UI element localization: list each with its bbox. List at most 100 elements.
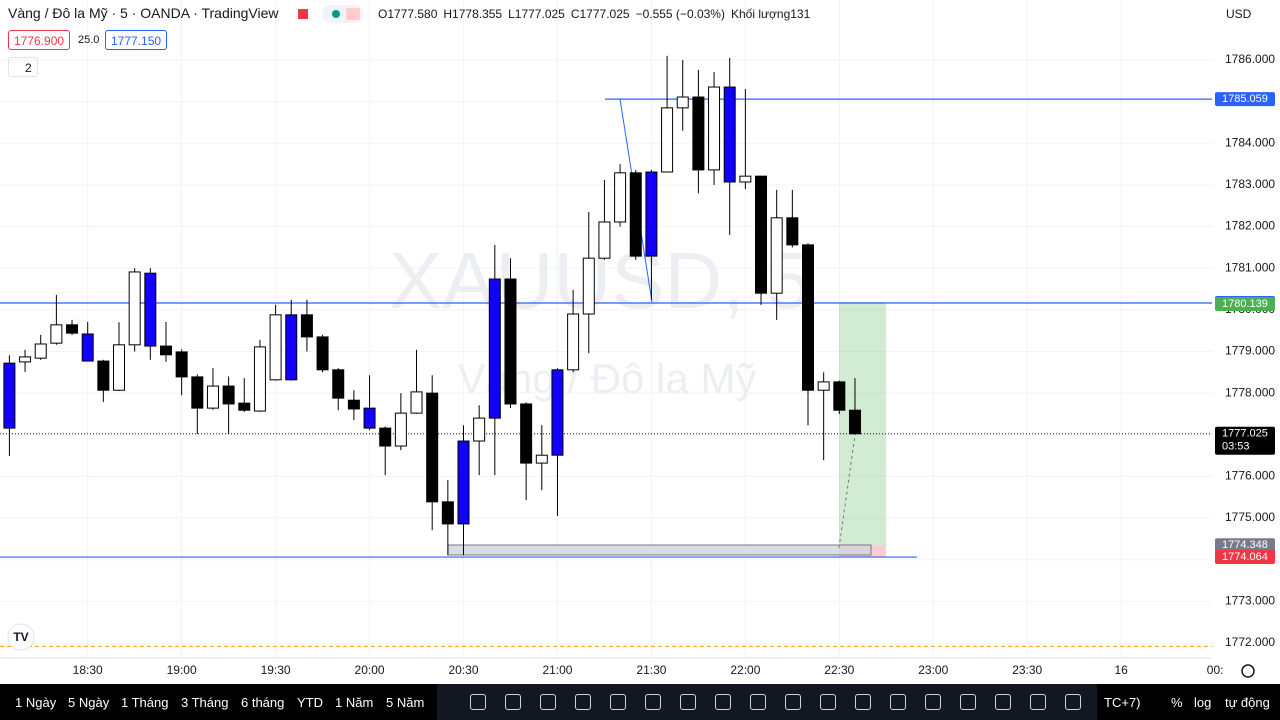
countdown: 03:53	[1222, 441, 1250, 453]
sell-button[interactable]: 1776.900	[8, 30, 71, 50]
buy-button[interactable]: 1777.150	[105, 30, 168, 50]
candle-body	[285, 314, 298, 381]
candle-body	[426, 392, 439, 503]
candle-body	[833, 381, 846, 411]
candle-body	[394, 412, 407, 447]
range-button[interactable]: 1 Năm	[335, 695, 374, 710]
candle-body	[473, 417, 486, 442]
tool-icon[interactable]	[750, 694, 766, 710]
candle-body	[848, 409, 861, 435]
x-tick-label: 20:30	[448, 663, 478, 677]
settings-icon[interactable]	[1241, 664, 1255, 678]
y-tick-label: 1784.000	[1225, 135, 1275, 149]
tool-icon[interactable]	[960, 694, 976, 710]
candle-body	[34, 343, 47, 359]
range-button[interactable]: 5 Ngày	[68, 695, 110, 710]
percent-toggle[interactable]: %	[1171, 695, 1183, 710]
price-label-box	[1215, 92, 1275, 107]
candle-body	[692, 96, 705, 171]
tool-icon[interactable]	[1030, 694, 1046, 710]
ohlc-item: C1777.025	[570, 7, 630, 21]
tool-icon[interactable]	[505, 694, 521, 710]
candle-body	[567, 313, 580, 371]
tool-icon[interactable]	[925, 694, 941, 710]
candle-body	[66, 324, 79, 334]
range-button[interactable]: 1 Tháng	[121, 695, 169, 710]
flag-icon[interactable]	[298, 9, 308, 19]
y-tick-label: 1781.000	[1225, 260, 1275, 274]
y-tick-label: 1778.000	[1225, 385, 1275, 399]
y-tick-label: 1779.000	[1225, 344, 1275, 358]
projection-line	[838, 434, 856, 549]
candle-body	[222, 385, 235, 405]
x-tick-label: 23:00	[918, 663, 948, 677]
candle-body	[144, 272, 157, 347]
candle-body	[19, 356, 32, 363]
svg-text:TV: TV	[13, 630, 28, 644]
y-tick-label: 1775.000	[1225, 510, 1275, 524]
tool-icon[interactable]	[680, 694, 696, 710]
candle-body	[457, 440, 470, 525]
auto-toggle[interactable]: tự động	[1225, 695, 1270, 710]
candle-body	[253, 346, 266, 412]
candle-body	[739, 175, 752, 183]
bottom-toolbar: TC+7) % log tự động 1 Ngày 5 Ngày 1 Tháng 3…	[0, 684, 1280, 720]
tool-icon[interactable]	[715, 694, 731, 710]
candle-body	[159, 345, 172, 356]
y-tick-label: 1773.000	[1225, 594, 1275, 608]
currency[interactable]: USD	[1226, 7, 1252, 21]
candle-body	[332, 369, 345, 399]
ohlc-item: −0.555 (−0.03%)	[635, 7, 725, 21]
position-profit	[839, 302, 886, 545]
candle-body	[504, 278, 517, 405]
indicators-toggle[interactable]: 2	[8, 57, 38, 77]
price-label-box	[1215, 538, 1275, 553]
y-tick-label: 1782.000	[1225, 219, 1275, 233]
watermark-name: Vàng / Đô la Mỹ	[458, 355, 757, 402]
candle-body	[614, 172, 627, 223]
tool-icon[interactable]	[470, 694, 486, 710]
tool-icon[interactable]	[855, 694, 871, 710]
range-button[interactable]: YTD	[297, 695, 323, 710]
tool-icon[interactable]	[540, 694, 556, 710]
range-button[interactable]: 1 Ngày	[15, 695, 57, 710]
candle-body	[645, 171, 658, 257]
log-toggle[interactable]: log	[1194, 695, 1212, 710]
candle-body	[238, 402, 251, 411]
tool-icon[interactable]	[785, 694, 801, 710]
candle-body	[347, 399, 360, 410]
price-label-box	[1215, 550, 1275, 565]
candle-body	[379, 427, 392, 447]
range-button[interactable]: 3 Tháng	[181, 695, 229, 710]
tool-icon[interactable]	[995, 694, 1011, 710]
x-tick-label: 21:00	[542, 663, 572, 677]
timezone[interactable]: TC+7)	[1104, 695, 1141, 710]
x-tick-label: 22:00	[730, 663, 760, 677]
range-button[interactable]: 6 tháng	[241, 695, 285, 710]
ohlc-item: O1777.580	[378, 7, 438, 21]
x-tick-label: 00:	[1207, 663, 1224, 677]
tool-icon[interactable]	[610, 694, 626, 710]
candle-body	[206, 385, 219, 409]
tool-icon[interactable]	[1065, 694, 1081, 710]
x-tick-label: 19:00	[167, 663, 197, 677]
spread: 25.0	[78, 34, 100, 46]
candle-body	[128, 271, 141, 346]
candle-body	[3, 362, 16, 429]
status-pill[interactable]	[322, 5, 364, 23]
x-tick-label: 19:30	[261, 663, 291, 677]
candle-body	[113, 344, 126, 391]
tool-icon[interactable]	[890, 694, 906, 710]
chart: XAUUSD, 5 Vàng / Đô la Mỹ 1772.0001773.0…	[0, 0, 1276, 678]
tool-icon[interactable]	[575, 694, 591, 710]
tool-icon[interactable]	[820, 694, 836, 710]
price-label-box	[1215, 297, 1275, 312]
candle-body	[817, 381, 830, 391]
tool-icon[interactable]	[645, 694, 661, 710]
candle-body	[410, 391, 423, 414]
candle-body	[723, 86, 736, 183]
candle-body	[316, 336, 329, 371]
price-label: 1774.348	[1222, 539, 1268, 551]
x-tick-label: 23:30	[1012, 663, 1042, 677]
range-button[interactable]: 5 Năm	[386, 695, 425, 710]
